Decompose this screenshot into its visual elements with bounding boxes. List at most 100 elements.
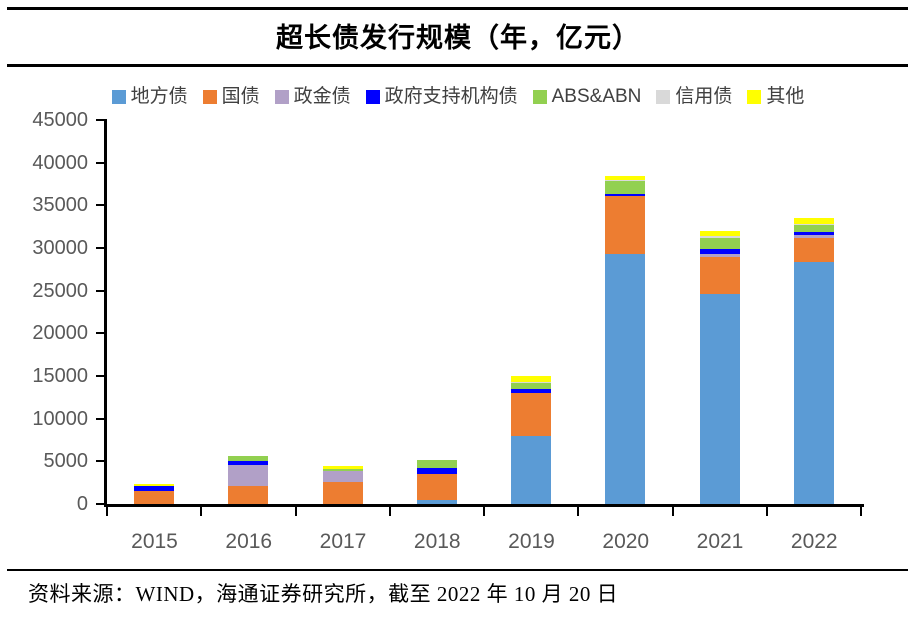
bar-segment-ABS&ABN: [511, 383, 552, 389]
x-axis-label: 2022: [790, 530, 838, 553]
bar-segment-政府支持机构债: [793, 232, 834, 236]
y-tick-label: 25000: [32, 279, 88, 302]
y-tick-label: 20000: [32, 322, 88, 345]
bar-segment-国债: [134, 490, 175, 504]
x-tick-mark: [765, 507, 768, 516]
legend-label: 信用债: [675, 86, 733, 107]
legend-swatch: [747, 90, 762, 104]
source-note: 资料来源：WIND，海通证券研究所，截至 2022 年 10 月 20 日: [28, 582, 619, 606]
legend-item: 政金债: [274, 86, 351, 108]
x-tick-mark: [577, 507, 580, 516]
y-axis-line: [104, 119, 107, 507]
y-tick-mark: [96, 161, 104, 164]
bar-segment-ABS&ABN: [228, 455, 269, 462]
x-axis-label: 2020: [602, 530, 650, 553]
bar-segment-政府支持机构债: [416, 468, 457, 474]
y-tick-label: 40000: [32, 151, 88, 174]
y-tick-label: 15000: [32, 365, 88, 387]
y-tick-mark: [96, 503, 104, 505]
legend-label: 其他: [766, 86, 805, 107]
y-tick-mark: [96, 247, 104, 249]
title-divider: [7, 64, 908, 67]
bar-segment-政府支持机构债: [134, 485, 175, 491]
bar-segment-国债: [511, 393, 552, 436]
x-axis-label: 2021: [696, 530, 744, 553]
y-tick-mark: [96, 289, 104, 292]
legend-swatch: [365, 90, 380, 104]
x-tick-mark: [483, 507, 485, 516]
bar-segment-地方债: [416, 500, 457, 504]
bar-segment-地方债: [605, 253, 646, 504]
legend-item: 其他: [747, 86, 804, 108]
bar-segment-其他: [605, 176, 646, 180]
legend-item: 政府支持机构债: [365, 86, 518, 108]
legend-label: 国债: [221, 86, 260, 107]
bar-segment-政府支持机构债: [228, 461, 269, 465]
bar-segment-信用债: [511, 382, 552, 384]
legend-item: ABS&ABN: [532, 86, 642, 108]
bar-segment-国债: [699, 256, 740, 294]
chart-title: 超长债发行规模（年，亿元）: [276, 23, 640, 53]
bar-segment-国债: [605, 196, 646, 254]
y-tick-label: 35000: [32, 194, 88, 217]
y-tick-label: 10000: [32, 407, 88, 430]
bar-segment-其他: [699, 230, 740, 236]
legend-label: 政府支持机构债: [384, 86, 518, 107]
x-axis-label: 2017: [319, 530, 367, 553]
legend-swatch: [532, 90, 547, 104]
bar-segment-政金债: [793, 235, 834, 238]
footer-divider: [7, 569, 908, 571]
legend-swatch: [202, 90, 217, 104]
y-tick-mark: [96, 460, 104, 463]
bar-segment-其他: [511, 376, 552, 383]
bar-segment-政金债: [322, 471, 363, 483]
y-tick-mark: [96, 332, 104, 335]
y-tick-label: 45000: [32, 109, 88, 131]
bar-segment-ABS&ABN: [605, 180, 646, 195]
legend-item: 地方债: [111, 86, 188, 108]
bar-segment-其他: [322, 465, 363, 469]
bar-segment-信用债: [793, 223, 834, 226]
y-tick-mark: [96, 204, 104, 207]
bar-segment-地方债: [793, 261, 834, 504]
legend-label: 地方债: [130, 86, 188, 107]
bar-segment-地方债: [511, 435, 552, 504]
bar-segment-政府支持机构债: [605, 194, 646, 197]
y-tick-label: 0: [76, 493, 88, 515]
x-axis-label: 2019: [508, 530, 555, 553]
bar-segment-政金债: [228, 464, 269, 487]
bar-segment-政金债: [699, 253, 740, 257]
bar-segment-政府支持机构债: [511, 388, 552, 394]
legend-label: ABS&ABN: [551, 86, 642, 107]
legend-label: 政金债: [293, 86, 351, 107]
x-axis-line: [104, 504, 864, 507]
bar-segment-其他: [134, 484, 175, 486]
top-divider: [7, 7, 908, 10]
legend-swatch: [656, 90, 671, 104]
x-axis-label: 2015: [131, 530, 178, 553]
x-tick-mark: [106, 507, 108, 516]
bar-segment-ABS&ABN: [416, 460, 457, 469]
x-axis-label: 2018: [413, 530, 461, 553]
y-tick-mark: [96, 119, 104, 121]
chart-legend: 地方债 国债 政金债 政府支持机构债 ABS&ABN 信用债 其他: [0, 86, 916, 108]
legend-swatch: [111, 90, 126, 104]
bar-segment-ABS&ABN: [322, 468, 363, 472]
y-tick-mark: [96, 375, 104, 377]
x-tick-mark: [388, 507, 391, 516]
y-tick-label: 5000: [43, 450, 89, 473]
x-axis-label: 2016: [225, 530, 273, 553]
bar-segment-政府支持机构债: [699, 248, 740, 254]
bar-segment-ABS&ABN: [793, 225, 834, 233]
x-tick-mark: [200, 507, 203, 516]
bar-segment-信用债: [699, 235, 740, 238]
legend-swatch: [274, 90, 289, 104]
bar-segment-信用债: [605, 179, 646, 181]
x-tick-mark: [671, 507, 674, 516]
bar-segment-国债: [793, 237, 834, 262]
x-tick-mark: [860, 507, 862, 516]
legend-item: 国债: [202, 86, 260, 108]
bar-segment-地方债: [699, 293, 740, 504]
legend-item: 信用债: [656, 86, 732, 108]
